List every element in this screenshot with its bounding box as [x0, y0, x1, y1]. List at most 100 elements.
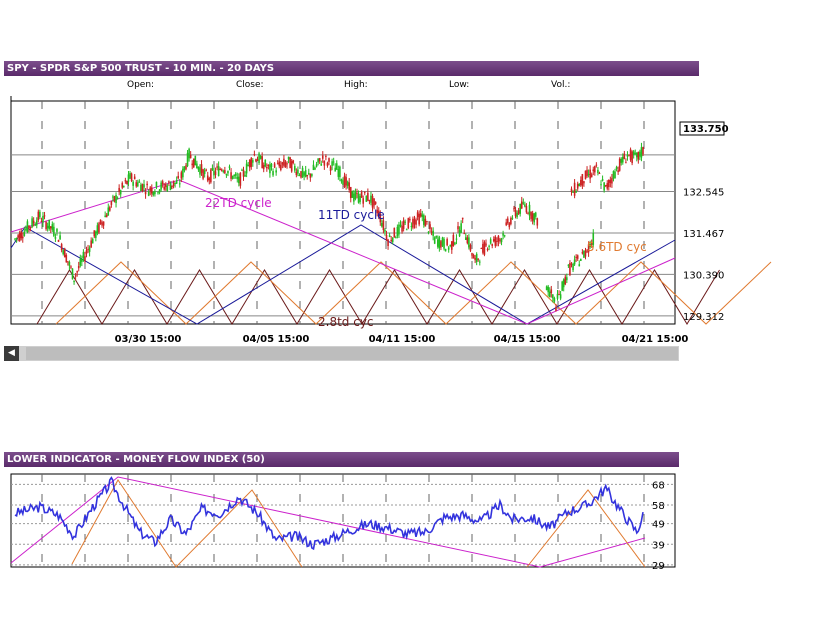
candle-body: [255, 159, 257, 162]
annotation-28td: 2.8td cyc: [318, 315, 374, 329]
candle-body: [321, 155, 324, 159]
candle-body: [309, 173, 312, 178]
candle-body: [642, 147, 644, 155]
candle-body: [590, 243, 593, 245]
candle-body: [379, 213, 382, 223]
candle-body: [312, 164, 315, 171]
candle-body: [82, 252, 85, 259]
candle-body: [415, 219, 417, 225]
candle-body: [262, 165, 265, 170]
candle-body: [48, 219, 50, 230]
candle-body: [424, 218, 427, 227]
candle-body: [284, 162, 287, 168]
candle-body: [325, 155, 327, 157]
mfi-y-tick-label: 39: [652, 540, 665, 551]
candle-body: [382, 220, 385, 231]
candle-body: [492, 239, 495, 242]
candle-body: [351, 191, 354, 198]
scroll-thumb[interactable]: [26, 347, 678, 360]
candle-body: [95, 231, 97, 238]
candle-body: [635, 152, 638, 158]
candle-body: [233, 175, 235, 177]
candle-body: [21, 236, 24, 239]
candle-body: [127, 174, 130, 182]
candle-body: [367, 192, 369, 201]
candle-body: [626, 154, 629, 157]
candle-body: [239, 172, 242, 186]
candle-body: [506, 218, 509, 224]
candle-body: [365, 195, 368, 202]
candle-body: [76, 271, 78, 273]
candle-body: [629, 149, 632, 160]
candle-body: [587, 173, 590, 176]
candle-body: [40, 221, 43, 223]
candle-body: [177, 175, 180, 179]
candle-body: [123, 185, 125, 187]
cycle-22td: [10, 179, 676, 325]
candle-body: [304, 170, 307, 177]
candle-body: [390, 239, 392, 242]
candle-body: [320, 163, 323, 166]
candle-body: [482, 243, 484, 253]
candle-body: [42, 215, 44, 223]
low-label: Low:: [449, 80, 470, 90]
candle-body: [205, 169, 207, 171]
chart-title: SPY - SPDR S&P 500 TRUST - 10 MIN. - 20 …: [7, 63, 275, 74]
candle-body: [356, 192, 358, 194]
candle-body: [362, 198, 364, 204]
candle-body: [632, 151, 635, 156]
candle-body: [511, 217, 514, 219]
scroll-left-button[interactable]: ◀: [4, 346, 19, 361]
candle-body: [502, 233, 504, 236]
candle-body: [396, 226, 399, 236]
candle-body: [85, 250, 88, 254]
candle-body: [508, 223, 511, 228]
candle-body: [430, 231, 433, 233]
candle-body: [231, 175, 234, 179]
candle-body: [612, 171, 615, 179]
candle-body: [377, 210, 380, 217]
candle-body: [273, 163, 276, 168]
mfi-cycle-lines: [10, 476, 646, 568]
candle-body: [412, 218, 414, 228]
candle-body: [210, 169, 212, 183]
candle-body: [332, 161, 335, 163]
candle-body: [477, 258, 480, 260]
candle-body: [219, 169, 221, 171]
candle-body: [317, 158, 319, 163]
candle-body: [294, 166, 296, 171]
candle-body: [314, 167, 316, 170]
candle-body: [59, 235, 61, 240]
mfi-y-tick-label: 49: [652, 520, 665, 531]
candle-body: [252, 160, 254, 163]
candle-body: [253, 154, 256, 156]
candle-body: [171, 185, 173, 188]
candle-body: [368, 199, 371, 202]
candle-body: [84, 256, 86, 262]
candle-body: [604, 185, 607, 187]
candle-body: [525, 206, 528, 213]
candle-body: [640, 147, 643, 158]
candle-body: [399, 224, 402, 227]
candle-body: [485, 243, 487, 246]
candle-body: [161, 181, 164, 185]
candle-body: [611, 178, 613, 184]
candle-body: [290, 161, 293, 172]
last-price-label: 133.750: [683, 124, 729, 135]
candle-body: [230, 172, 232, 179]
candle-body: [438, 237, 441, 249]
candle-body: [79, 258, 82, 266]
vol-label: Vol.:: [551, 80, 571, 90]
candle-body: [81, 259, 83, 262]
horizontal-scrollbar[interactable]: ◀: [4, 346, 679, 361]
candle-body: [558, 294, 560, 296]
candle-body: [26, 221, 29, 233]
candle-body: [387, 239, 389, 247]
candle-body: [497, 235, 500, 242]
candle-body: [196, 163, 198, 169]
price-x-tick-label: 04/11 15:00: [369, 334, 436, 345]
candle-body: [248, 159, 251, 168]
candle-body: [573, 259, 576, 265]
candle-body: [580, 259, 582, 261]
candle-body: [340, 179, 343, 182]
